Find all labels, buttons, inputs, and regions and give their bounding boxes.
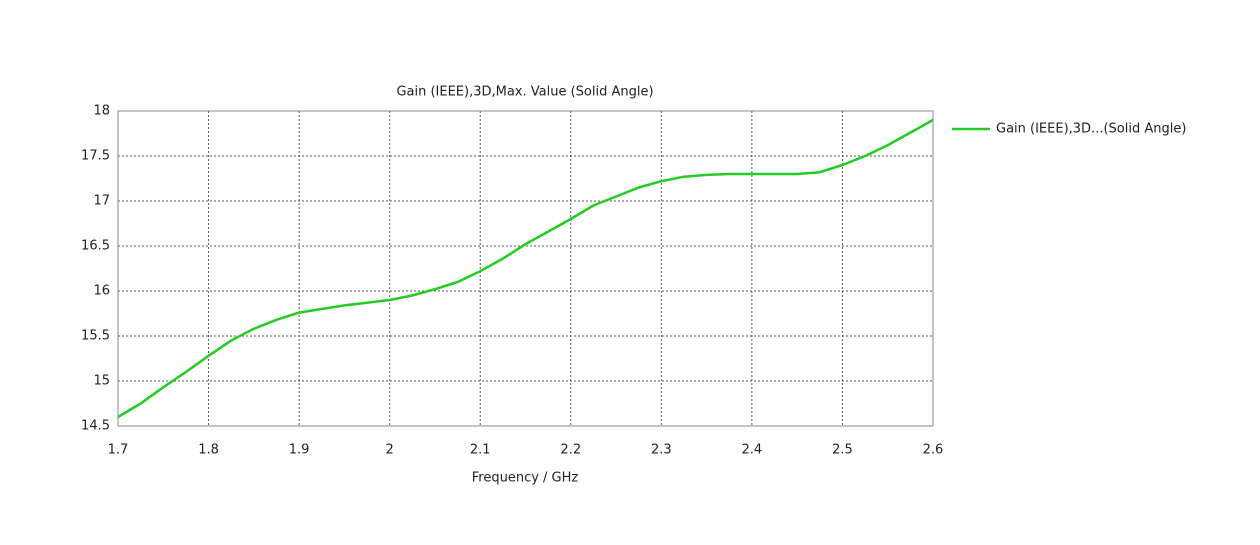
plot-frame: [117, 110, 934, 427]
data-line: [117, 118, 934, 419]
x-tick-label: 2.4: [742, 443, 763, 458]
x-tick-label: 2.1: [470, 443, 491, 458]
y-tick-label: 18: [93, 104, 110, 119]
x-tick-label: 2.3: [651, 443, 672, 458]
y-tick-label: 17: [93, 194, 110, 209]
x-tick-label: 2.6: [923, 443, 944, 458]
y-tick-label: 15.5: [81, 329, 110, 344]
y-tick-label: 16.5: [81, 239, 110, 254]
x-tick-label: 1.9: [289, 443, 310, 458]
x-axis-label: Frequency / GHz: [472, 471, 579, 486]
x-tick-label: 1.7: [108, 443, 129, 458]
y-tick-label: 17.5: [81, 149, 110, 164]
x-tick-label: 1.8: [198, 443, 219, 458]
legend-label: Gain (IEEE),3D...(Solid Angle): [996, 122, 1186, 137]
y-tick-label: 16: [93, 284, 110, 299]
x-tick-label: 2: [386, 443, 394, 458]
x-tick-label: 2.5: [832, 443, 853, 458]
y-tick-label: 15: [93, 374, 110, 389]
y-tick-label: 14.5: [81, 419, 110, 434]
chart-title: Gain (IEEE),3D,Max. Value (Solid Angle): [396, 85, 653, 100]
x-tick-label: 2.2: [560, 443, 581, 458]
